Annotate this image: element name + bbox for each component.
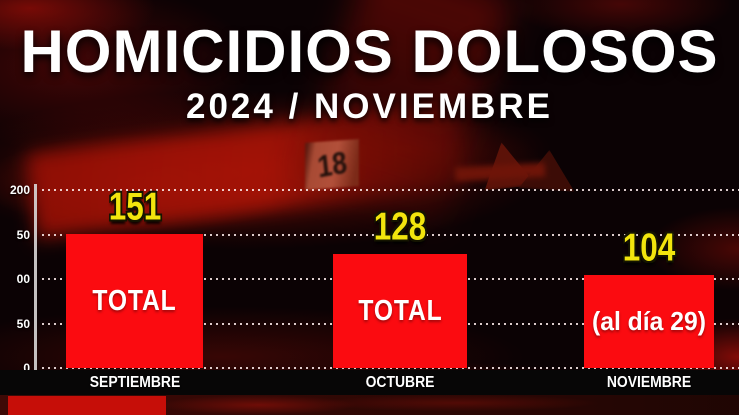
bar-inner-label-septiembre: TOTAL [92, 284, 177, 317]
y-tick-label-0: 0 [23, 361, 30, 375]
bar-value-septiembre: 151 [108, 184, 161, 228]
evidence-marker-number: 18 [315, 144, 349, 184]
month-label-septiembre: SEPTIEMBRE [89, 374, 180, 391]
gridline-0 [42, 367, 739, 369]
month-label-band [0, 370, 739, 395]
month-label-noviembre: NOVIEMBRE [606, 374, 692, 391]
bottom-photo-strip [0, 395, 739, 415]
y-tick-label-100: 00 [16, 272, 30, 286]
y-tick-label-150: 50 [16, 227, 30, 242]
bar-octubre: TOTAL [333, 254, 467, 368]
page-subtitle: 2024 / NOVIEMBRE [186, 87, 553, 126]
page-title: HOMICIDIOS DOLOSOS [20, 18, 719, 85]
evidence-marker-18: 18 [305, 139, 359, 190]
gridline-200 [42, 189, 739, 191]
y-axis-line [34, 184, 37, 371]
y-tick-label-50: 50 [16, 316, 30, 331]
bar-septiembre: TOTAL [66, 234, 203, 368]
bar-inner-label-noviembre: (al día 29) [592, 306, 706, 336]
bar-value-octubre: 128 [373, 204, 427, 248]
month-label-octubre: OCTUBRE [365, 374, 435, 391]
bar-value-noviembre: 104 [622, 225, 676, 269]
bottom-red-patch [8, 396, 166, 415]
y-tick-label-200: 200 [9, 183, 30, 197]
gridline-150 [42, 233, 739, 236]
bar-inner-label-octubre: TOTAL [357, 294, 443, 327]
bar-noviembre: (al día 29) [584, 275, 714, 368]
